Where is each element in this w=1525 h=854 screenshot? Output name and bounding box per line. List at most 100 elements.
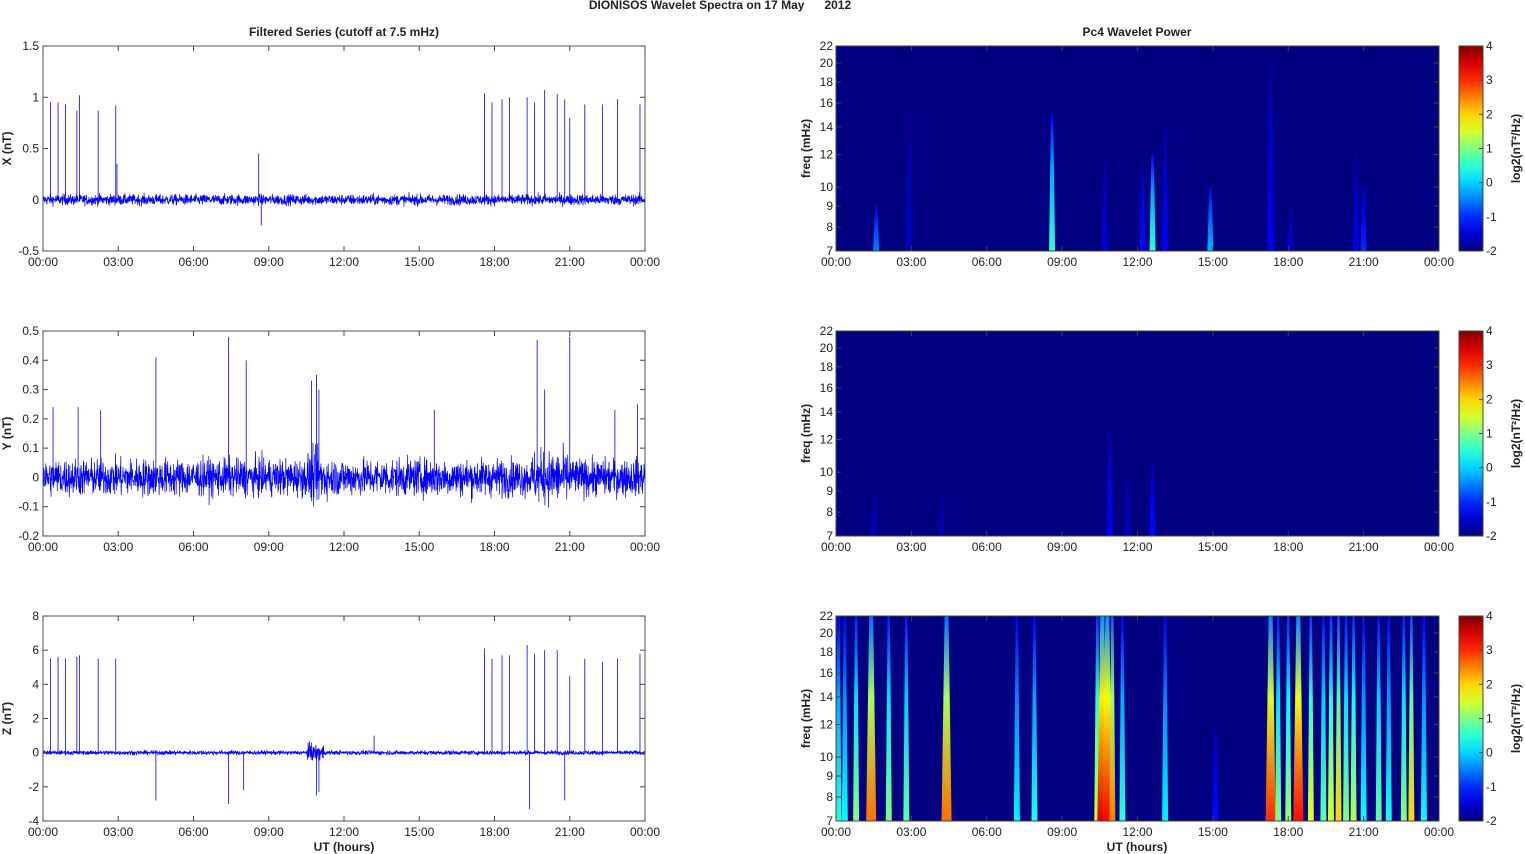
spec-xtick-label: 21:00: [1349, 825, 1379, 839]
colorbar-tick-label: -1: [1486, 780, 1497, 794]
colorbar-tick-label: 0: [1486, 176, 1493, 190]
power-streak: [1265, 616, 1276, 821]
freq-tick-label: 8: [826, 220, 833, 234]
power-streak: [1267, 63, 1274, 251]
freq-tick-label: 14: [820, 120, 834, 134]
ytick-label: 0: [32, 746, 39, 760]
power-streak: [1385, 616, 1392, 821]
freq-tick-label: 7: [826, 529, 833, 543]
power-streak: [1327, 616, 1334, 821]
power-streak: [1119, 616, 1126, 821]
power-streak: [885, 616, 892, 821]
power-streak: [1360, 187, 1367, 251]
power-streak: [1375, 616, 1382, 821]
power-streak: [1285, 616, 1292, 821]
ts-xtick-label: 03:00: [103, 825, 133, 839]
power-streak: [1139, 170, 1146, 251]
left-title: Filtered Series (cutoff at 7.5 mHz): [249, 25, 439, 39]
ytick-label: 0.5: [22, 142, 39, 156]
power-streak: [873, 206, 880, 251]
colorbar-tick-label: -1: [1486, 495, 1497, 509]
colorbar: -2 -1 0 1 2 3 4 log2(nT²/Hz): [1458, 609, 1523, 828]
ytick-label: 0.2: [22, 412, 39, 426]
ts-xtick-label: 00:00: [28, 540, 58, 554]
ts-xtick-label: 09:00: [254, 255, 284, 269]
freq-tick-label: 9: [826, 484, 833, 498]
power-streak: [1293, 616, 1304, 821]
power-streak: [1360, 616, 1367, 821]
ytick-label: 0.3: [22, 383, 39, 397]
ts-xtick-label: 15:00: [404, 540, 434, 554]
ytick-label: 0.4: [22, 353, 39, 367]
ylabel-Y: Y (nT): [0, 417, 14, 451]
colorbar-tick-label: 1: [1486, 427, 1493, 441]
colorbar-label: log2(nT²/Hz): [1509, 684, 1523, 753]
ts-xtick-label: 12:00: [329, 255, 359, 269]
power-streak: [941, 616, 952, 821]
power-streak: [1149, 154, 1156, 251]
timeseries-panel-X: -0.5 0 0.5 1 1.5 00:00 03:00 06:00 09:00 12:00 15:…: [0, 39, 660, 269]
ytick-label: 2: [32, 712, 39, 726]
power-streak: [1031, 616, 1038, 821]
ts-xtick-label: 00:00: [630, 825, 660, 839]
power-streak: [1353, 154, 1360, 251]
ytick-label: 0.5: [22, 324, 39, 338]
ytick-label: 4: [32, 677, 39, 691]
freq-tick-label: 16: [820, 666, 834, 680]
ts-xtick-label: 15:00: [404, 825, 434, 839]
ylabel-Z: Z (nT): [0, 702, 14, 735]
colorbar-tick-label: 2: [1486, 392, 1493, 406]
spec-xtick-label: 03:00: [896, 825, 926, 839]
freq-tick-label: 12: [820, 148, 834, 162]
ts-xtick-label: 06:00: [178, 825, 208, 839]
freq-ylabel: freq (mHz): [799, 404, 813, 463]
colorbar-tick-label: 4: [1486, 39, 1493, 53]
spec-xtick-label: 03:00: [896, 255, 926, 269]
spec-xtick-label: 00:00: [821, 825, 851, 839]
freq-tick-label: 7: [826, 244, 833, 258]
freq-tick-label: 20: [820, 626, 834, 640]
ts-xtick-label: 18:00: [479, 255, 509, 269]
spec-xtick-label: 00:00: [1424, 825, 1454, 839]
power-streak: [1408, 616, 1415, 821]
ts-xtick-label: 06:00: [178, 540, 208, 554]
power-streak: [835, 616, 842, 821]
spec-xtick-label: 06:00: [972, 255, 1002, 269]
spectrogram-background: [836, 331, 1439, 536]
power-streak: [870, 491, 877, 536]
ts-xtick-label: 06:00: [178, 255, 208, 269]
freq-tick-label: 12: [820, 718, 834, 732]
spec-xtick-label: 00:00: [1424, 255, 1454, 269]
power-streak: [1106, 432, 1113, 536]
ts-xtick-label: 21:00: [555, 825, 585, 839]
spec-xtick-label: 21:00: [1349, 540, 1379, 554]
freq-tick-label: 16: [820, 381, 834, 395]
colorbar-tick-label: 4: [1486, 609, 1493, 623]
ylabel-X: X (nT): [0, 132, 14, 166]
ts-xtick-label: 12:00: [329, 825, 359, 839]
right-xlabel: UT (hours): [1107, 840, 1168, 854]
spec-xtick-label: 18:00: [1273, 255, 1303, 269]
ytick-label: 0.1: [22, 441, 39, 455]
ts-xtick-label: 03:00: [103, 255, 133, 269]
spec-xtick-label: 18:00: [1273, 540, 1303, 554]
ts-xtick-label: 12:00: [329, 540, 359, 554]
power-streak: [1400, 616, 1407, 821]
power-streak: [1307, 616, 1314, 821]
ts-xtick-label: 15:00: [404, 255, 434, 269]
colorbar-label: log2(nT²/Hz): [1509, 399, 1523, 468]
plot-area: [42, 615, 646, 822]
power-streak: [1343, 616, 1350, 821]
power-streak: [1124, 481, 1131, 536]
ts-xtick-label: 21:00: [555, 540, 585, 554]
ytick-label: 1.5: [22, 39, 39, 53]
freq-tick-label: 22: [820, 609, 834, 623]
right-title: Pc4 Wavelet Power: [1083, 25, 1192, 39]
colorbar-tick-label: 1: [1486, 712, 1493, 726]
ts-xtick-label: 21:00: [555, 255, 585, 269]
ytick-label: -4: [28, 814, 39, 828]
power-streak: [1013, 616, 1020, 821]
